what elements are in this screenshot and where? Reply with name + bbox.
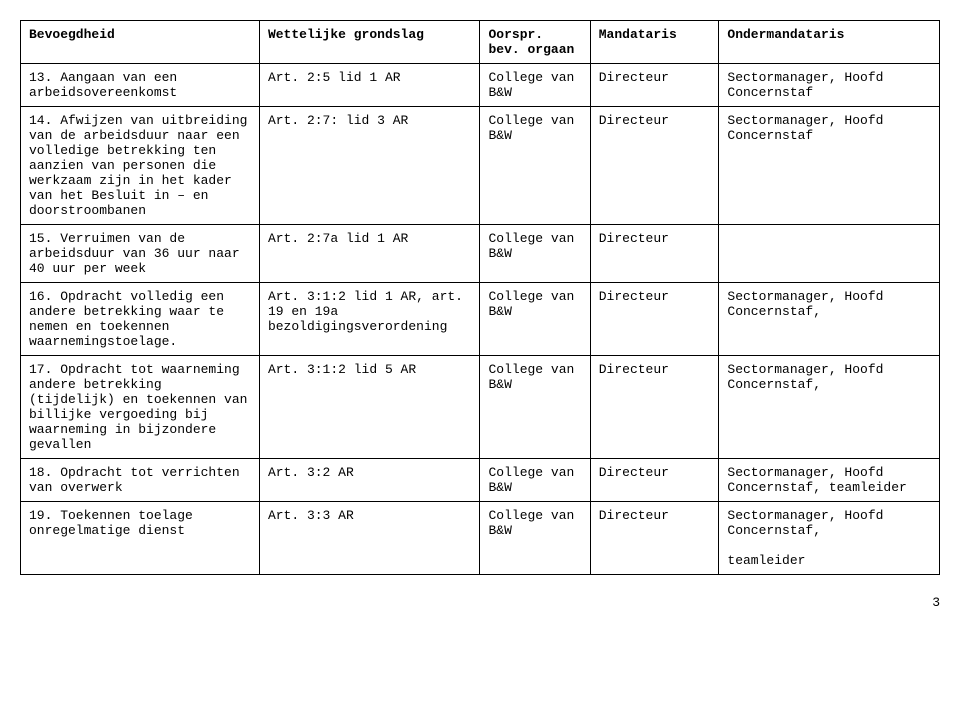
col-header-ondermandataris: Ondermandataris xyxy=(719,21,940,64)
table-cell: Art. 3:1:2 lid 5 AR xyxy=(259,356,480,459)
table-cell: Sectormanager, Hoofd Concernstaf xyxy=(719,107,940,225)
table-row: 15. Verruimen van de arbeidsduur van 36 … xyxy=(21,225,940,283)
table-header-row: Bevoegdheid Wettelijke grondslag Oorspr.… xyxy=(21,21,940,64)
col-header-mandataris: Mandataris xyxy=(590,21,719,64)
authority-table: Bevoegdheid Wettelijke grondslag Oorspr.… xyxy=(20,20,940,575)
table-cell: College van B&W xyxy=(480,459,590,502)
table-cell: Directeur xyxy=(590,225,719,283)
col-header-oorspr-bev-orgaan: Oorspr. bev. orgaan xyxy=(480,21,590,64)
table-row: 13. Aangaan van een arbeidsovereenkomstA… xyxy=(21,64,940,107)
page-number: 3 xyxy=(20,595,940,610)
table-row: 14. Afwijzen van uitbreiding van de arbe… xyxy=(21,107,940,225)
table-cell: 13. Aangaan van een arbeidsovereenkomst xyxy=(21,64,260,107)
table-cell: Directeur xyxy=(590,107,719,225)
table-cell: Directeur xyxy=(590,283,719,356)
table-cell: College van B&W xyxy=(480,502,590,575)
table-cell: Sectormanager, Hoofd Concernstaf, teamle… xyxy=(719,459,940,502)
col-header-wettelijke-grondslag: Wettelijke grondslag xyxy=(259,21,480,64)
table-cell: College van B&W xyxy=(480,107,590,225)
table-cell: 15. Verruimen van de arbeidsduur van 36 … xyxy=(21,225,260,283)
table-cell: 18. Opdracht tot verrichten van overwerk xyxy=(21,459,260,502)
table-cell: 17. Opdracht tot waarneming andere betre… xyxy=(21,356,260,459)
table-cell: 14. Afwijzen van uitbreiding van de arbe… xyxy=(21,107,260,225)
table-cell: Art. 2:7a lid 1 AR xyxy=(259,225,480,283)
table-cell: 19. Toekennen toelage onregelmatige dien… xyxy=(21,502,260,575)
table-cell: Directeur xyxy=(590,459,719,502)
table-cell: College van B&W xyxy=(480,64,590,107)
table-cell: Art. 3:3 AR xyxy=(259,502,480,575)
table-row: 16. Opdracht volledig een andere betrekk… xyxy=(21,283,940,356)
table-cell: Directeur xyxy=(590,356,719,459)
table-cell xyxy=(719,225,940,283)
table-cell: College van B&W xyxy=(480,283,590,356)
table-body: 13. Aangaan van een arbeidsovereenkomstA… xyxy=(21,64,940,575)
table-cell: Art. 2:5 lid 1 AR xyxy=(259,64,480,107)
table-cell: Sectormanager, Hoofd Concernstaf, xyxy=(719,356,940,459)
table-cell: 16. Opdracht volledig een andere betrekk… xyxy=(21,283,260,356)
table-row: 19. Toekennen toelage onregelmatige dien… xyxy=(21,502,940,575)
table-cell: Directeur xyxy=(590,502,719,575)
table-cell: Directeur xyxy=(590,64,719,107)
table-cell: Sectormanager, Hoofd Concernstaf, xyxy=(719,283,940,356)
table-cell: Sectormanager, Hoofd Concernstaf xyxy=(719,64,940,107)
table-row: 18. Opdracht tot verrichten van overwerk… xyxy=(21,459,940,502)
table-cell: College van B&W xyxy=(480,225,590,283)
table-cell: Art. 2:7: lid 3 AR xyxy=(259,107,480,225)
table-cell: College van B&W xyxy=(480,356,590,459)
col-header-bevoegdheid: Bevoegdheid xyxy=(21,21,260,64)
table-row: 17. Opdracht tot waarneming andere betre… xyxy=(21,356,940,459)
table-cell: Art. 3:2 AR xyxy=(259,459,480,502)
table-cell: Sectormanager, Hoofd Concernstaf,teamlei… xyxy=(719,502,940,575)
table-cell: Art. 3:1:2 lid 1 AR, art. 19 en 19a bezo… xyxy=(259,283,480,356)
